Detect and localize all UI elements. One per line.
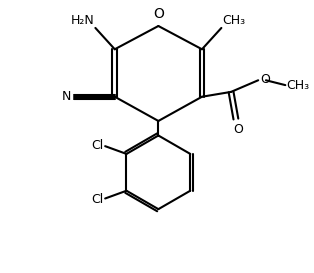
Text: CH₃: CH₃ <box>222 14 246 27</box>
Text: Cl: Cl <box>91 139 103 152</box>
Text: O: O <box>233 123 243 136</box>
Text: H₂N: H₂N <box>71 14 95 27</box>
Text: Cl: Cl <box>91 193 103 206</box>
Text: O: O <box>153 7 164 21</box>
Text: CH₃: CH₃ <box>286 79 309 92</box>
Text: O: O <box>260 73 270 86</box>
Text: N: N <box>62 90 71 103</box>
